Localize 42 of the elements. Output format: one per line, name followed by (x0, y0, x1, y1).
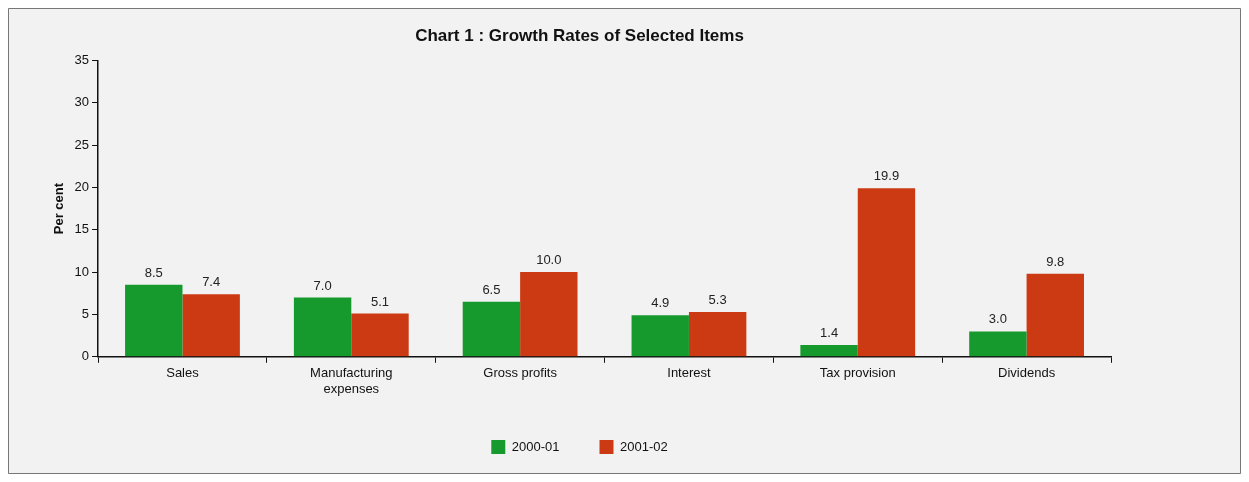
bar (969, 331, 1027, 357)
bar (857, 188, 916, 357)
bar (800, 344, 858, 357)
bar (631, 315, 689, 357)
bar (462, 301, 521, 357)
y-tick-label: 20 (74, 179, 90, 195)
data-label: 1.4 (820, 325, 839, 341)
y-tick-label: 0 (81, 348, 90, 364)
data-label: 7.0 (313, 277, 332, 293)
x-tick-label: Manufacturing expenses (310, 365, 393, 396)
data-label: 9.8 (1046, 253, 1065, 269)
data-label: 4.9 (651, 295, 670, 311)
y-axis-title: Per cent (51, 182, 67, 235)
y-tick-label: 5 (81, 306, 90, 322)
legend-label: 2000-01 (511, 438, 560, 454)
x-tick-label: Sales (166, 365, 200, 381)
x-tick-label: Dividends (998, 365, 1056, 381)
x-tick-label: Interest (667, 365, 711, 381)
bar (293, 297, 352, 357)
y-tick-label: 25 (74, 136, 90, 152)
bar (125, 284, 183, 357)
x-tick-label: Tax provision (819, 365, 896, 381)
bar (688, 311, 747, 357)
data-label: 3.0 (988, 311, 1007, 327)
data-label: 7.4 (202, 274, 221, 290)
bar (351, 313, 409, 357)
y-tick-label: 35 (74, 51, 90, 67)
bar (520, 272, 578, 357)
y-tick-label: 15 (74, 221, 90, 237)
x-tick-label: Gross profits (483, 365, 558, 381)
bar (182, 294, 240, 357)
y-tick-label: 30 (74, 94, 90, 110)
data-label: 8.5 (144, 264, 163, 280)
data-label: 19.9 (873, 168, 900, 184)
data-label: 10.0 (536, 252, 562, 268)
bar (1026, 273, 1084, 357)
data-label: 5.1 (370, 293, 390, 309)
chart-title: Chart 1 : Growth Rates of Selected Items (415, 25, 744, 45)
legend-label: 2001-02 (620, 438, 668, 454)
data-label: 5.3 (708, 291, 727, 307)
data-label: 6.5 (482, 281, 501, 297)
y-tick-label: 10 (74, 263, 90, 279)
